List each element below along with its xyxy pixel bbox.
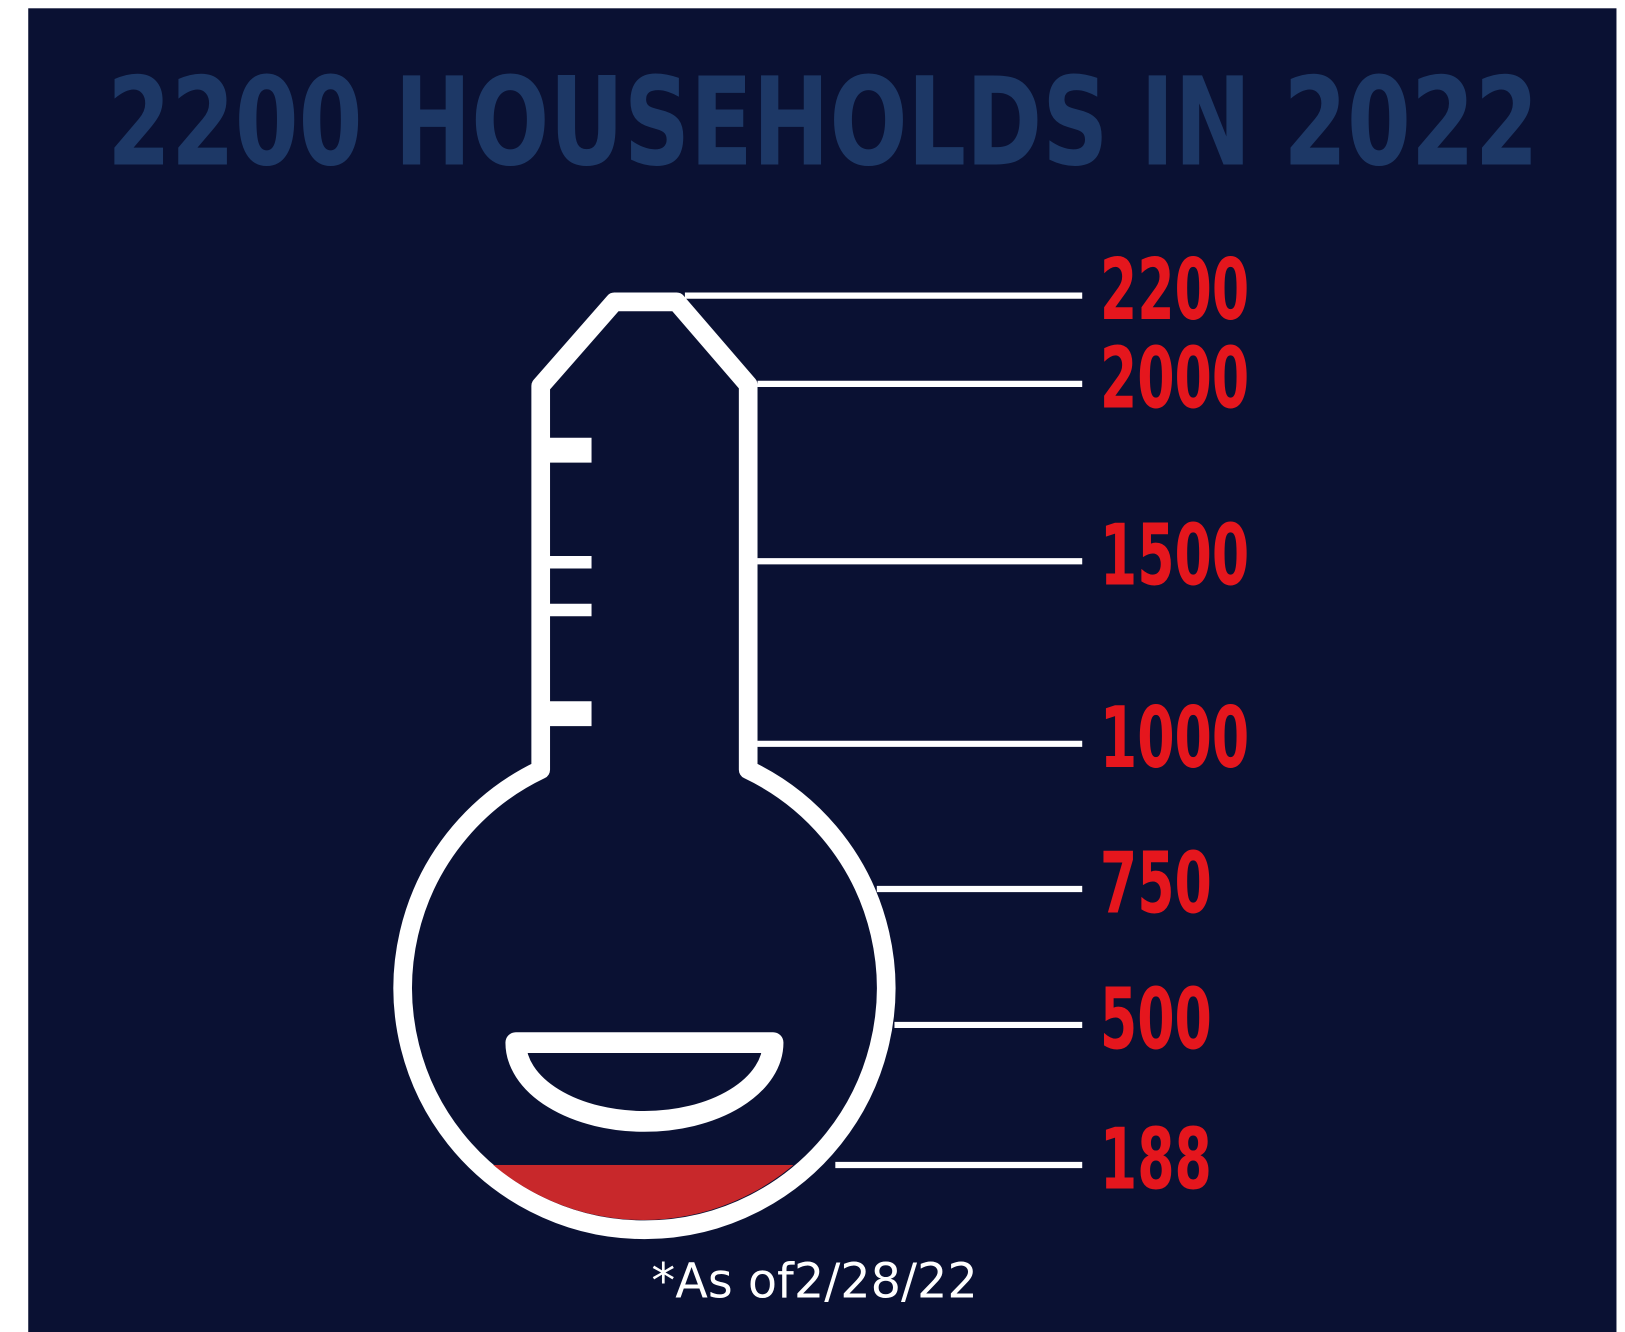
note: *As of2/28/22: [651, 1254, 977, 1309]
marker-label: 2000: [1100, 329, 1249, 428]
marker-label: 500: [1100, 970, 1212, 1069]
marker-label: 750: [1100, 834, 1212, 933]
marker-label: 188: [1100, 1110, 1212, 1209]
page: {"title": "2200 HOUSEHOLDS IN 2022", "th…: [0, 0, 1625, 1332]
marker-label: 1500: [1100, 507, 1249, 606]
infographic: 2200 HOUSEHOLDS IN 2022 22002000 1500 1000…: [0, 0, 1625, 1332]
title: 2200 HOUSEHOLDS IN 2022: [107, 50, 1539, 193]
marker-label: 1000: [1100, 689, 1249, 788]
marker-label: 2200: [1100, 241, 1249, 340]
background: [28, 8, 1616, 1332]
